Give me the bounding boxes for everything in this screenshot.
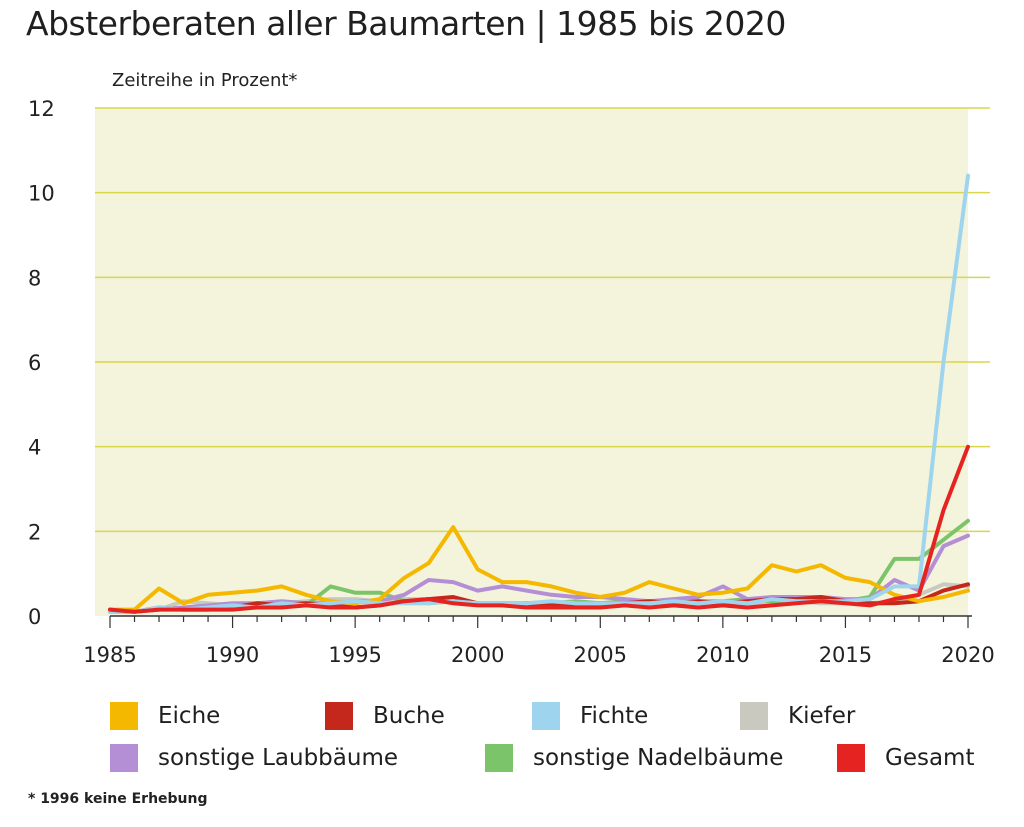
legend-swatch <box>740 702 768 730</box>
series-line-buche <box>108 582 970 614</box>
y-tick-label: 0 <box>28 605 41 629</box>
legend-label: Kiefer <box>788 703 856 729</box>
x-tick-label: 2010 <box>696 643 749 667</box>
legend-item: Gesamt <box>837 744 974 772</box>
gridlines <box>95 107 990 533</box>
legend-label: sonstige Nadelbäume <box>533 745 784 771</box>
y-axis-label: Zeitreihe in Prozent* <box>112 70 297 91</box>
legend-swatch <box>532 702 560 730</box>
legend-label: Buche <box>373 703 445 729</box>
x-tick-label: 2000 <box>451 643 504 667</box>
x-axis: 1985 1990 1995 2000 2005 2010 2015 2020 <box>83 615 995 667</box>
x-tick-label: 1990 <box>206 643 259 667</box>
legend-label: Eiche <box>158 703 221 729</box>
y-axis-ticks: 0 2 4 6 8 10 12 <box>28 97 55 629</box>
legend-item: Kiefer <box>740 702 855 730</box>
legend-label: Gesamt <box>885 745 975 771</box>
series-line-eiche <box>108 525 970 612</box>
legend-swatch <box>110 702 138 730</box>
x-tick-label: 1995 <box>328 643 381 667</box>
y-tick-label: 4 <box>28 436 41 460</box>
y-tick-label: 12 <box>28 97 55 121</box>
footnote: * 1996 keine Erhebung <box>28 791 208 807</box>
legend-swatch <box>325 702 353 730</box>
line-chart: 0 2 4 6 8 10 12 Zeitreihe in Prozent* 1985 1990… <box>28 70 995 667</box>
legend-item: Fichte <box>532 702 648 730</box>
x-tick-label: 2015 <box>819 643 872 667</box>
legend-item: sonstige Nadelbäume <box>485 744 783 772</box>
legend-item: Eiche <box>110 702 220 730</box>
chart-title: Absterberaten aller Baumarten | 1985 bis… <box>26 4 786 43</box>
legend-swatch <box>110 744 138 772</box>
series-line-gesamt <box>108 444 970 614</box>
y-tick-label: 6 <box>28 351 41 375</box>
legend-swatch <box>837 744 865 772</box>
legend-item: sonstige Laubbäume <box>110 744 398 772</box>
legend-item: Buche <box>325 702 445 730</box>
series-lines <box>108 173 970 614</box>
legend-label: Fichte <box>580 703 649 729</box>
x-tick-label: 2005 <box>574 643 627 667</box>
y-tick-label: 8 <box>28 266 41 290</box>
x-tick-label: 1985 <box>83 643 136 667</box>
legend-label: sonstige Laubbäume <box>158 745 398 771</box>
y-tick-label: 10 <box>28 182 55 206</box>
x-tick-label: 2020 <box>941 643 994 667</box>
y-tick-label: 2 <box>28 520 41 544</box>
legend: Eiche Buche Fichte Kiefer sonstige Laubbäume… <box>110 702 990 802</box>
legend-swatch <box>485 744 513 772</box>
